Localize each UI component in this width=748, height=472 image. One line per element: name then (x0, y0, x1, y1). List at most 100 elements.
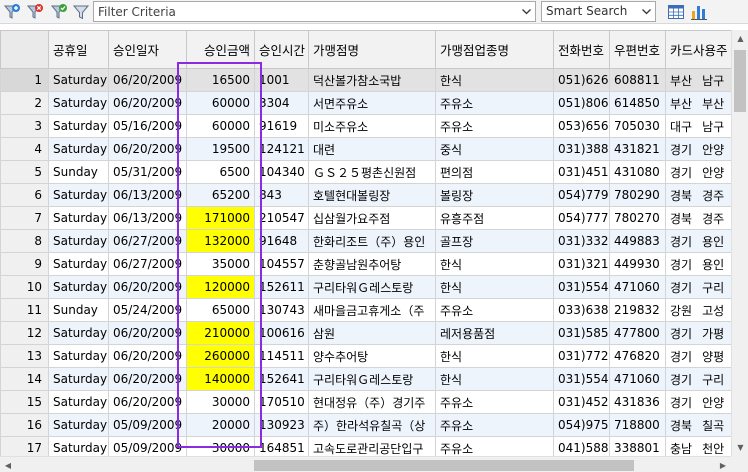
date-cell[interactable]: 06/13/2009 (108, 183, 187, 207)
time-cell[interactable]: 843 (254, 183, 309, 207)
zip-cell[interactable]: 718800 (609, 413, 666, 437)
day-cell[interactable]: Saturday (48, 91, 109, 115)
amount-cell[interactable]: 65000 (186, 298, 255, 322)
table-row[interactable]: 1 Saturday 06/20/2009 16500 1001 덕산볼가참소국밥 한식 05… (0, 68, 731, 92)
grid-corner[interactable] (0, 30, 49, 69)
day-cell[interactable]: Sunday (48, 160, 109, 184)
amount-cell[interactable]: 260000 (186, 344, 255, 368)
phone-cell[interactable]: 031)554-0 (553, 275, 610, 299)
time-cell[interactable]: 104557 (254, 252, 309, 276)
zip-cell[interactable]: 705030 (609, 114, 666, 138)
region-cell[interactable]: 경기 구리 (665, 275, 731, 299)
amount-cell[interactable]: 19500 (186, 137, 255, 161)
amount-cell[interactable]: 210000 (186, 321, 255, 345)
store-cell[interactable]: 춘향골남원추어탕 (308, 252, 436, 276)
chevron-down-icon[interactable] (517, 2, 535, 21)
zip-cell[interactable]: 780290 (609, 183, 666, 207)
type-cell[interactable]: 중식 (435, 137, 554, 161)
phone-cell[interactable]: 031)554-0 (553, 367, 610, 391)
region-cell[interactable]: 경기 구리 (665, 367, 731, 391)
time-cell[interactable]: 91648 (254, 229, 309, 253)
apply-filter-icon[interactable] (49, 2, 69, 22)
day-cell[interactable]: Saturday (48, 229, 109, 253)
amount-cell[interactable]: 35000 (186, 252, 255, 276)
store-cell[interactable]: 구리타워Ｇ레스토랑 (308, 367, 436, 391)
table-row[interactable]: 9 Saturday 06/27/2009 35000 104557 춘향골남원추어탕 한식… (0, 252, 731, 276)
store-cell[interactable]: 한화리조트（주）용인 (308, 229, 436, 253)
phone-cell[interactable]: 033)638-2 (553, 298, 610, 322)
zip-cell[interactable]: 219832 (609, 298, 666, 322)
row-number[interactable]: 13 (0, 344, 49, 368)
day-cell[interactable]: Saturday (48, 275, 109, 299)
phone-cell[interactable]: 051)806-1 (553, 91, 610, 115)
zip-cell[interactable]: 614850 (609, 91, 666, 115)
phone-cell[interactable]: 031)388-6 (553, 137, 610, 161)
region-cell[interactable]: 경북 경주 (665, 206, 731, 230)
time-cell[interactable]: 130923 (254, 413, 309, 437)
row-number[interactable]: 6 (0, 183, 49, 207)
table-row[interactable]: 16 Saturday 05/09/2009 20000 130923 주）한라석유칠곡（… (0, 413, 731, 437)
table-row[interactable]: 14 Saturday 06/20/2009 140000 152641 구리타워Ｇ레스토… (0, 367, 731, 391)
day-cell[interactable]: Saturday (48, 183, 109, 207)
region-cell[interactable]: 경기 용인 (665, 229, 731, 253)
day-cell[interactable]: Saturday (48, 367, 109, 391)
store-cell[interactable]: 삼원 (308, 321, 436, 345)
column-header[interactable]: 공휴일 (48, 30, 109, 69)
zip-cell[interactable]: 431836 (609, 390, 666, 414)
zip-cell[interactable]: 338801 (609, 436, 666, 456)
date-cell[interactable]: 06/20/2009 (108, 275, 187, 299)
date-cell[interactable]: 05/31/2009 (108, 160, 187, 184)
chevron-down-icon[interactable] (637, 2, 655, 21)
amount-cell[interactable]: 60000 (186, 91, 255, 115)
row-number[interactable]: 16 (0, 413, 49, 437)
store-cell[interactable]: 덕산볼가참소국밥 (308, 68, 436, 92)
row-number[interactable]: 7 (0, 206, 49, 230)
amount-cell[interactable]: 6500 (186, 160, 255, 184)
store-cell[interactable]: 서면주유소 (308, 91, 436, 115)
day-cell[interactable]: Saturday (48, 206, 109, 230)
type-cell[interactable]: 한식 (435, 367, 554, 391)
table-row[interactable]: 7 Saturday 06/13/2009 171000 210547 십삼월가요주점 유흥… (0, 206, 731, 230)
type-cell[interactable]: 한식 (435, 252, 554, 276)
day-cell[interactable]: Saturday (48, 321, 109, 345)
table-row[interactable]: 12 Saturday 06/20/2009 210000 100616 삼원 레저용품점 0… (0, 321, 731, 345)
row-number[interactable]: 12 (0, 321, 49, 345)
store-cell[interactable]: 미소주유소 (308, 114, 436, 138)
zip-cell[interactable]: 449883 (609, 229, 666, 253)
column-header[interactable]: 가맹점명 (308, 30, 436, 69)
zip-cell[interactable]: 471060 (609, 367, 666, 391)
time-cell[interactable]: 100616 (254, 321, 309, 345)
amount-cell[interactable]: 171000 (186, 206, 255, 230)
horizontal-scroll-thumb[interactable] (254, 460, 634, 471)
filter-criteria-combobox[interactable] (93, 1, 536, 22)
time-cell[interactable]: 152611 (254, 275, 309, 299)
amount-cell[interactable]: 140000 (186, 367, 255, 391)
type-cell[interactable]: 한식 (435, 68, 554, 92)
store-cell[interactable]: 주）한라석유칠곡（상 (308, 413, 436, 437)
store-cell[interactable]: 새마을금고휴게소（주 (308, 298, 436, 322)
amount-cell[interactable]: 65200 (186, 183, 255, 207)
row-number[interactable]: 3 (0, 114, 49, 138)
table-row[interactable]: 4 Saturday 06/20/2009 19500 124121 대련 중식 031)38… (0, 137, 731, 161)
row-number[interactable]: 8 (0, 229, 49, 253)
column-header[interactable]: 카드사용주 (665, 30, 731, 69)
type-cell[interactable]: 주유소 (435, 91, 554, 115)
region-cell[interactable]: 대구 남구 (665, 114, 731, 138)
date-cell[interactable]: 06/20/2009 (108, 68, 187, 92)
data-grid[interactable]: 공휴일 승인일자 승인금액 승인시간 가맹점명 가맹점업종명 전화번호 우편번호… (0, 30, 731, 456)
type-cell[interactable]: 유흥주점 (435, 206, 554, 230)
time-cell[interactable]: 152641 (254, 367, 309, 391)
region-cell[interactable]: 경북 경주 (665, 183, 731, 207)
row-number[interactable]: 11 (0, 298, 49, 322)
zip-cell[interactable]: 431821 (609, 137, 666, 161)
phone-cell[interactable]: 031)332-1 (553, 229, 610, 253)
date-cell[interactable]: 06/13/2009 (108, 206, 187, 230)
zip-cell[interactable]: 780270 (609, 206, 666, 230)
filter-criteria-input[interactable] (94, 2, 516, 21)
phone-cell[interactable]: 054)777-5 (553, 206, 610, 230)
region-cell[interactable]: 경기 양평 (665, 344, 731, 368)
day-cell[interactable]: Saturday (48, 252, 109, 276)
phone-cell[interactable]: 051)626-0 (553, 68, 610, 92)
type-cell[interactable]: 한식 (435, 344, 554, 368)
scroll-right-arrow-icon[interactable]: ▶ (719, 460, 727, 470)
